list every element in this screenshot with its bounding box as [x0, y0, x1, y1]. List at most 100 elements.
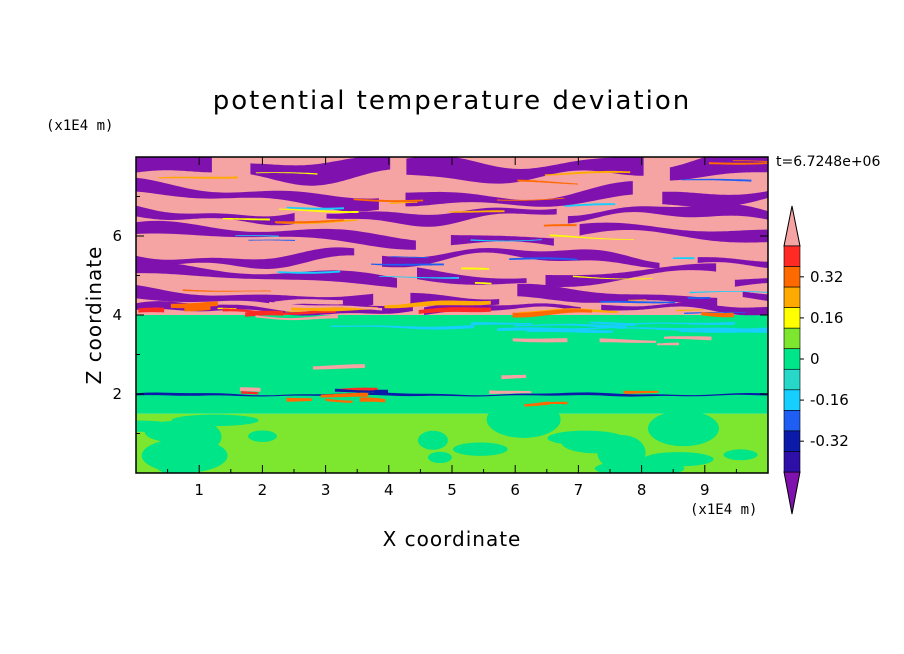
colorbar-swatch [783, 410, 801, 432]
lower-blob [417, 430, 448, 450]
edge-streak [182, 289, 271, 292]
edge-streak [627, 299, 647, 301]
purple-band [424, 303, 581, 315]
interface-patch [334, 388, 375, 393]
colorbar-label: 0.32 [810, 268, 843, 286]
x-tick-label: 6 [510, 481, 520, 499]
purple-band [697, 257, 768, 268]
edge-streak [543, 224, 577, 227]
edge-streak [572, 275, 653, 280]
lower-blob [155, 455, 201, 473]
x-tick-label: 9 [700, 481, 710, 499]
edge-streak [709, 162, 768, 165]
edge-streak [461, 267, 490, 270]
edge-streak [278, 208, 359, 213]
axis-ticks: 1 2 3 4 5 6 7 8 9 2 4 6 [112, 157, 768, 499]
y-axis-unit: (x1E4 m) [46, 118, 114, 134]
edge-streak [277, 270, 341, 274]
cyan-streak [471, 322, 532, 326]
cyan-streak [679, 329, 768, 333]
blue-streak [136, 392, 768, 397]
transition-wisp [384, 300, 491, 309]
colorbar-label: -0.32 [810, 432, 849, 450]
edge-streak [676, 309, 704, 312]
edge-streak [544, 170, 631, 176]
lower-blob [723, 449, 758, 461]
purple-band [250, 157, 391, 186]
x-axis-unit: (x1E4 m) [690, 502, 758, 518]
x-axis-label: X coordinate [382, 527, 522, 551]
chart-title: potential temperature deviation [212, 86, 692, 116]
warm-patch [501, 374, 526, 380]
colorbar-label: 0.16 [810, 309, 843, 327]
lower-blob [248, 430, 277, 442]
colorbar-swatch [783, 451, 801, 473]
edge-streak [235, 235, 279, 237]
cyan-streak [514, 323, 626, 329]
lower-blob [486, 401, 561, 438]
purple-band [662, 191, 768, 208]
edge-streak [390, 256, 429, 259]
colorbar-swatch [783, 348, 801, 370]
y-tick-label: 6 [112, 227, 122, 245]
warm-patch [657, 342, 679, 346]
edge-streak [474, 281, 492, 285]
x-tick-label: 4 [384, 481, 394, 499]
lower-blob [136, 420, 178, 432]
colorbar-swatch [783, 286, 801, 308]
purple-band [567, 204, 768, 224]
edge-streak [564, 203, 616, 207]
purple-band [326, 207, 557, 227]
warm-patch [599, 338, 657, 343]
edge-streak [600, 300, 676, 304]
edge-streak [509, 257, 578, 261]
colorbar: 0.32 0.16 0 -0.16 -0.32 [783, 205, 849, 515]
transition-wisp [269, 301, 383, 311]
purple-band [450, 235, 554, 246]
time-label: t=6.7248e+06 [776, 154, 881, 170]
edge-streak [517, 179, 579, 185]
purple-band [382, 248, 660, 269]
lower-blob [453, 442, 508, 456]
interface-patch [374, 389, 388, 393]
edge-streak [496, 197, 565, 201]
middle-layer [136, 315, 768, 414]
edge-streak [449, 210, 505, 213]
edge-streak [687, 296, 711, 299]
lower-warm-patch [286, 397, 312, 402]
lower-blob [648, 410, 719, 447]
lower-blob [594, 460, 685, 473]
edge-streak [274, 219, 344, 224]
x-tick-label: 8 [637, 481, 647, 499]
y-tick-label: 4 [112, 306, 122, 324]
edge-streak [549, 234, 634, 240]
interface-patch [320, 392, 369, 398]
edge-streak [681, 178, 752, 182]
edge-streak [285, 311, 304, 313]
x-tick-label: 5 [447, 481, 457, 499]
purple-band [405, 181, 633, 207]
transition-wisp [170, 301, 218, 309]
purple-band [136, 247, 355, 269]
colorbar-label: 0 [810, 350, 820, 368]
edge-streak [353, 198, 424, 203]
colorbar-swatch [783, 389, 801, 411]
transition-wisp [138, 307, 165, 313]
colorbar-swatch [783, 327, 801, 350]
x-tick-label: 7 [574, 481, 584, 499]
interface-patch [239, 387, 261, 392]
transition-wisp [255, 314, 338, 321]
colorbar-bottom-triangle [783, 471, 801, 515]
y-tick-label: 2 [112, 385, 122, 403]
lower-blob [428, 451, 452, 464]
edge-streak [379, 276, 459, 279]
heatmap-field [136, 157, 768, 473]
edge-streak [672, 257, 695, 260]
lower-warm-patch [359, 397, 386, 403]
cyan-streak [526, 328, 613, 333]
edge-streak [248, 239, 295, 241]
warm-patch [512, 338, 568, 343]
edge-streak [255, 172, 318, 175]
colorbar-label: -0.16 [810, 391, 849, 409]
purple-band [406, 157, 644, 184]
